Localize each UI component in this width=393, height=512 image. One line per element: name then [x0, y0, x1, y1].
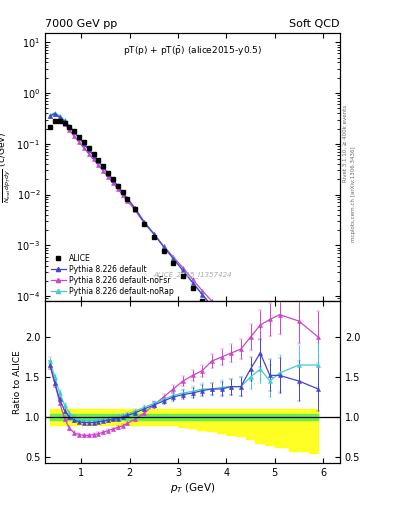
Text: Rivet 3.1.10, ≥ 400k events: Rivet 3.1.10, ≥ 400k events — [343, 105, 348, 182]
Text: Soft QCD: Soft QCD — [290, 18, 340, 29]
Text: ALICE_2015_I1357424: ALICE_2015_I1357424 — [153, 271, 232, 278]
Y-axis label: Ratio to ALICE: Ratio to ALICE — [13, 350, 22, 414]
Text: mcplots.cern.ch [arXiv:1306.3436]: mcplots.cern.ch [arXiv:1306.3436] — [351, 147, 356, 242]
Text: pT(p) + pT($\bar{\rm p}$) (alice2015-y0.5): pT(p) + pT($\bar{\rm p}$) (alice2015-y0.… — [123, 44, 262, 57]
Legend: ALICE, Pythia 8.226 default, Pythia 8.226 default-noFsr, Pythia 8.226 default-no: ALICE, Pythia 8.226 default, Pythia 8.22… — [49, 252, 175, 297]
Y-axis label: $\frac{1}{N_{inal}}\frac{d^{2}N}{dp_{T}dy}$ (c/GeV): $\frac{1}{N_{inal}}\frac{d^{2}N}{dp_{T}d… — [0, 132, 13, 203]
Text: 7000 GeV pp: 7000 GeV pp — [45, 18, 118, 29]
X-axis label: $p_T$ (GeV): $p_T$ (GeV) — [170, 481, 215, 495]
